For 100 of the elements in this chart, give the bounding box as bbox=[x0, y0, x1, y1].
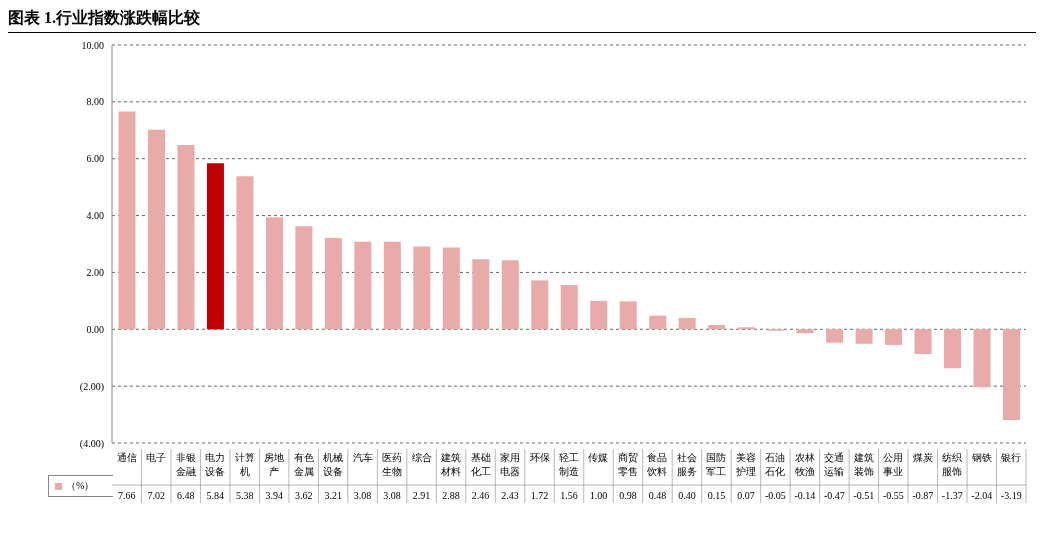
x-tick-label: 纺织服饰 bbox=[942, 452, 963, 477]
legend-label: （%） bbox=[66, 479, 95, 493]
data-label: 5.38 bbox=[235, 490, 254, 501]
data-label: -3.19 bbox=[1000, 490, 1022, 501]
x-tick-label: 有色金属 bbox=[293, 452, 314, 477]
y-tick-label: 10.00 bbox=[81, 39, 104, 51]
x-tick-label: 通信 bbox=[116, 452, 137, 463]
data-label: -2.04 bbox=[971, 490, 993, 501]
bar bbox=[265, 217, 283, 330]
bar bbox=[413, 246, 431, 330]
x-tick-label: 环保 bbox=[529, 452, 550, 463]
x-tick-label: 国防军工 bbox=[706, 452, 727, 477]
x-tick-label: 机械设备 bbox=[323, 452, 344, 477]
data-label: -0.55 bbox=[882, 490, 904, 501]
bar bbox=[354, 241, 372, 330]
bar bbox=[501, 260, 519, 330]
x-tick-label: 家用电器 bbox=[500, 452, 521, 477]
bar bbox=[914, 329, 932, 355]
bar bbox=[295, 226, 313, 330]
x-tick-label: 钢铁 bbox=[970, 452, 992, 463]
bar bbox=[236, 176, 254, 330]
bar bbox=[826, 329, 844, 343]
data-label: -0.05 bbox=[764, 490, 786, 501]
bar bbox=[147, 129, 165, 330]
bar bbox=[944, 329, 962, 369]
data-label: 7.02 bbox=[147, 490, 165, 501]
bar bbox=[678, 317, 696, 330]
x-tick-label: 汽车 bbox=[352, 452, 373, 463]
data-label: 0.98 bbox=[619, 490, 637, 501]
x-tick-label: 美容护理 bbox=[734, 452, 756, 477]
data-label: 0.15 bbox=[707, 490, 726, 501]
data-label: -0.47 bbox=[823, 490, 845, 501]
data-label: -1.37 bbox=[941, 490, 963, 501]
data-label: 3.62 bbox=[294, 490, 313, 501]
x-tick-label: 电力设备 bbox=[205, 452, 226, 477]
bar bbox=[885, 329, 903, 345]
data-label: 1.56 bbox=[560, 490, 578, 501]
x-tick-label: 农林牧渔 bbox=[794, 452, 815, 477]
bar bbox=[708, 325, 726, 330]
data-label: 3.08 bbox=[383, 490, 401, 501]
bar bbox=[531, 280, 549, 330]
bar bbox=[1003, 329, 1020, 420]
x-tick-label: 医药生物 bbox=[382, 452, 403, 477]
x-tick-label: 轻工制造 bbox=[559, 452, 579, 477]
x-tick-label: 食品饮料 bbox=[646, 452, 668, 477]
data-label: 3.21 bbox=[324, 490, 342, 501]
data-label: 5.84 bbox=[206, 490, 224, 501]
x-tick-label: 社会服务 bbox=[676, 452, 697, 477]
bar bbox=[324, 238, 342, 330]
x-tick-label: 建筑材料 bbox=[440, 452, 462, 477]
data-label: -0.87 bbox=[912, 490, 934, 501]
y-tick-label: 8.00 bbox=[86, 96, 104, 108]
x-tick-label: 传媒 bbox=[588, 452, 609, 463]
x-tick-label: 公用事业 bbox=[883, 452, 904, 477]
y-tick-label: 2.00 bbox=[86, 266, 104, 278]
y-tick-label: (2.00) bbox=[79, 380, 104, 393]
x-tick-label: 银行 bbox=[1000, 452, 1022, 463]
bar bbox=[118, 111, 136, 330]
data-label: 1.00 bbox=[589, 490, 608, 501]
bar bbox=[619, 301, 637, 330]
bar bbox=[472, 259, 490, 330]
y-tick-label: (4.00) bbox=[79, 437, 104, 450]
x-tick-label: 电子 bbox=[146, 452, 167, 463]
x-tick-label: 石油石化 bbox=[765, 452, 786, 477]
y-tick-label: 0.00 bbox=[86, 323, 104, 335]
x-tick-label: 房地产 bbox=[264, 452, 285, 477]
data-label: 0.07 bbox=[737, 490, 755, 501]
data-label: 3.08 bbox=[353, 490, 372, 501]
x-tick-label: 基础化工 bbox=[470, 452, 491, 477]
data-label: 2.46 bbox=[471, 490, 490, 501]
data-label: -0.51 bbox=[853, 490, 875, 501]
bar bbox=[590, 300, 608, 330]
x-tick-label: 综合 bbox=[411, 452, 432, 463]
data-label: 2.43 bbox=[501, 490, 519, 501]
x-tick-label: 交通运输 bbox=[824, 452, 845, 477]
data-label: 6.48 bbox=[176, 490, 195, 501]
x-tick-label: 非银金融 bbox=[175, 452, 196, 477]
data-label: -0.14 bbox=[794, 490, 816, 501]
bar bbox=[855, 329, 873, 344]
bar bbox=[442, 247, 460, 330]
bar bbox=[649, 315, 667, 330]
y-tick-label: 6.00 bbox=[86, 153, 104, 165]
data-label: 1.72 bbox=[530, 490, 549, 501]
data-label: 3.94 bbox=[265, 490, 283, 501]
x-tick-label: 煤炭 bbox=[912, 452, 933, 463]
data-label: 7.66 bbox=[117, 490, 136, 501]
bar bbox=[796, 329, 814, 334]
data-label: 2.88 bbox=[442, 490, 460, 501]
bar bbox=[560, 284, 578, 330]
bar bbox=[206, 163, 224, 330]
x-tick-label: 商贸零售 bbox=[617, 452, 638, 477]
chart-title: 图表 1.行业指数涨跌幅比较 bbox=[8, 8, 1036, 33]
x-tick-label: 计算机 bbox=[234, 452, 255, 477]
bar bbox=[973, 329, 991, 388]
data-label: 0.40 bbox=[678, 490, 696, 501]
bar bbox=[177, 145, 195, 330]
x-tick-label: 建筑装饰 bbox=[852, 452, 874, 477]
data-label: 2.91 bbox=[412, 490, 431, 501]
bar bbox=[383, 241, 401, 330]
y-tick-label: 4.00 bbox=[86, 210, 104, 222]
